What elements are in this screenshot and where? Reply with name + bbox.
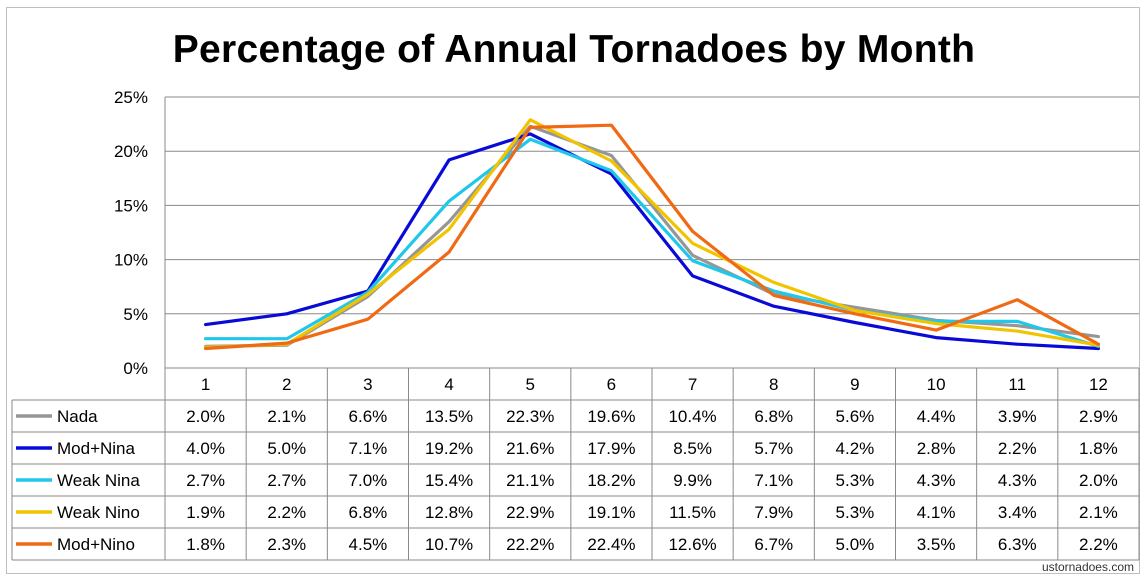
- data-label: 22.2%: [506, 535, 554, 554]
- data-label: 1.8%: [1079, 439, 1118, 458]
- data-label: 4.4%: [917, 407, 956, 426]
- chart-title: Percentage of Annual Tornadoes by Month: [172, 28, 976, 71]
- data-label: 2.7%: [186, 471, 225, 490]
- series-line-mod-nino: [204, 123, 1101, 351]
- data-label: 2.8%: [917, 439, 956, 458]
- y-tick-label: 5%: [123, 305, 148, 324]
- data-label: 22.4%: [587, 535, 635, 554]
- data-label: 2.3%: [267, 535, 306, 554]
- data-label: 2.2%: [1079, 535, 1118, 554]
- data-label: 4.3%: [917, 471, 956, 490]
- data-label: 2.2%: [998, 439, 1037, 458]
- x-tick-label: 9: [850, 375, 859, 394]
- x-tick-label: 8: [769, 375, 778, 394]
- x-tick-label: 6: [607, 375, 616, 394]
- data-label: 13.5%: [425, 407, 473, 426]
- data-label: 22.3%: [506, 407, 554, 426]
- legend-label: Weak Nino: [57, 503, 140, 522]
- data-label: 12.8%: [425, 503, 473, 522]
- data-label: 12.6%: [668, 535, 716, 554]
- x-tick-label: 4: [444, 375, 453, 394]
- data-label: 8.5%: [673, 439, 712, 458]
- data-label: 6.3%: [998, 535, 1037, 554]
- data-label: 4.2%: [836, 439, 875, 458]
- data-label: 19.2%: [425, 439, 473, 458]
- x-tick-label: 5: [526, 375, 535, 394]
- x-tick-label: 7: [688, 375, 697, 394]
- data-label: 4.3%: [998, 471, 1037, 490]
- data-label: 22.9%: [506, 503, 554, 522]
- series-line-weak-nina: [204, 137, 1101, 348]
- series-line-weak-nino: [204, 118, 1101, 349]
- data-label: 3.4%: [998, 503, 1037, 522]
- data-label: 2.1%: [1079, 503, 1118, 522]
- data-label: 5.3%: [836, 471, 875, 490]
- data-label: 18.2%: [587, 471, 635, 490]
- data-label: 6.7%: [754, 535, 793, 554]
- data-label: 2.1%: [267, 407, 306, 426]
- data-label: 7.1%: [349, 439, 388, 458]
- data-label: 15.4%: [425, 471, 473, 490]
- data-label: 6.8%: [349, 503, 388, 522]
- data-label: 7.9%: [754, 503, 793, 522]
- data-label: 3.9%: [998, 407, 1037, 426]
- data-label: 10.7%: [425, 535, 473, 554]
- data-label: 5.0%: [836, 535, 875, 554]
- data-label: 4.0%: [186, 439, 225, 458]
- data-label: 19.6%: [587, 407, 635, 426]
- data-label: 1.8%: [186, 535, 225, 554]
- y-tick-label: 15%: [114, 196, 148, 215]
- x-tick-label: 11: [1008, 375, 1026, 394]
- data-label: 4.5%: [349, 535, 388, 554]
- x-tick-label: 3: [363, 375, 372, 394]
- data-label: 6.6%: [349, 407, 388, 426]
- legend-label: Nada: [57, 407, 98, 426]
- chart-frame: [6, 7, 1140, 574]
- data-label: 17.9%: [587, 439, 635, 458]
- data-label: 7.0%: [349, 471, 388, 490]
- legend-label: Mod+Nino: [57, 535, 135, 554]
- data-label: 19.1%: [587, 503, 635, 522]
- data-label: 21.6%: [506, 439, 554, 458]
- data-label: 10.4%: [668, 407, 716, 426]
- data-label: 2.7%: [267, 471, 306, 490]
- watermark: ustornadoes.com: [1041, 560, 1134, 574]
- legend-label: Mod+Nina: [57, 439, 136, 458]
- data-label: 1.9%: [186, 503, 225, 522]
- x-tick-label: 2: [282, 375, 291, 394]
- x-tick-label: 1: [201, 375, 210, 394]
- data-label: 4.1%: [917, 503, 956, 522]
- data-label: 11.5%: [669, 503, 716, 522]
- x-tick-label: 10: [927, 375, 946, 394]
- x-tick-label: 12: [1089, 375, 1108, 394]
- y-tick-label: 0%: [123, 359, 148, 378]
- data-label: 5.7%: [754, 439, 793, 458]
- data-label: 3.5%: [917, 535, 956, 554]
- data-label: 2.0%: [1079, 471, 1118, 490]
- y-tick-label: 20%: [114, 142, 148, 161]
- series-line-mod-nina: [204, 132, 1101, 351]
- data-label: 6.8%: [754, 407, 793, 426]
- data-label: 5.0%: [267, 439, 306, 458]
- data-label: 2.0%: [186, 407, 225, 426]
- data-label: 2.9%: [1079, 407, 1118, 426]
- data-label: 21.1%: [506, 471, 554, 490]
- data-label: 5.6%: [836, 407, 875, 426]
- y-tick-label: 10%: [114, 251, 148, 270]
- legend-label: Weak Nina: [57, 471, 140, 490]
- data-label: 5.3%: [836, 503, 875, 522]
- data-label: 7.1%: [754, 471, 793, 490]
- data-label: 9.9%: [673, 471, 712, 490]
- y-tick-label: 25%: [114, 88, 148, 107]
- data-label: 2.2%: [267, 503, 306, 522]
